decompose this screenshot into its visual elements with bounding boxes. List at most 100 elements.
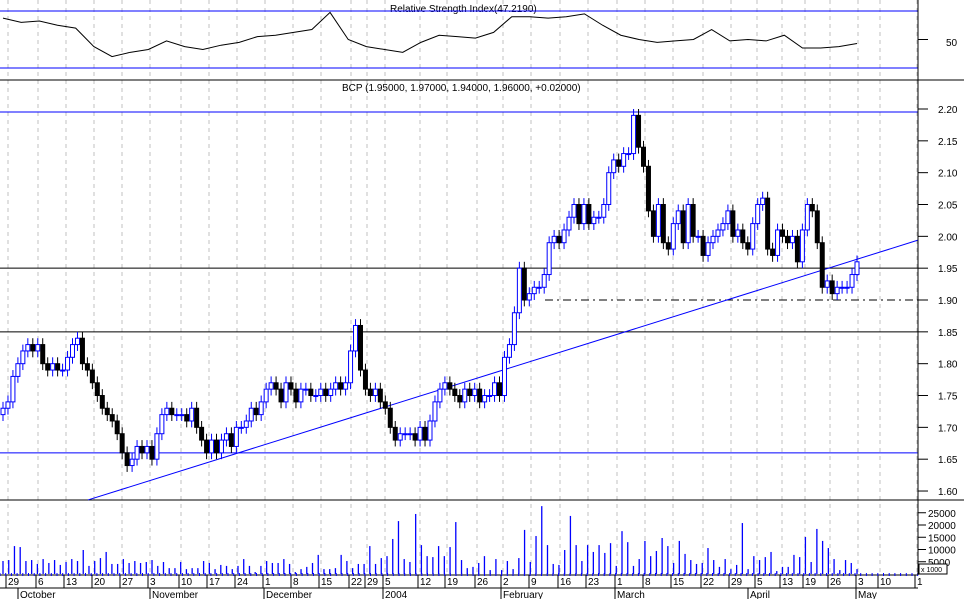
candle	[427, 414, 433, 447]
candle	[79, 331, 85, 371]
candle-body	[377, 388, 383, 403]
candle-body	[199, 426, 205, 441]
candle-body	[84, 363, 90, 371]
candle-body	[452, 388, 458, 397]
day-label: 1	[265, 577, 271, 588]
candle-body	[25, 344, 31, 352]
price-tick-label: 1.60	[938, 487, 958, 498]
candle	[357, 319, 363, 377]
candle-body	[353, 324, 359, 352]
candle-body	[402, 433, 408, 436]
candle-body	[685, 204, 691, 244]
candle	[377, 382, 383, 409]
candle	[298, 382, 304, 409]
candle-body	[655, 204, 661, 237]
price-tick-label: 2.05	[938, 201, 958, 212]
candle-body	[233, 426, 239, 447]
candle-body	[209, 439, 215, 454]
candle-body	[144, 445, 150, 454]
candle-body	[720, 223, 726, 231]
x-axis: 29 6 13 20 27 3 10 17 24 1 8 15 22 29 5 12 19 26 2 9 16 23 1 8 1…	[0, 573, 923, 599]
candle-body	[765, 197, 771, 250]
month-label: May	[858, 590, 877, 599]
candle	[477, 382, 483, 409]
candle-body	[392, 426, 398, 441]
day-label: 9	[531, 577, 537, 588]
candle	[323, 382, 329, 402]
candle	[695, 229, 701, 243]
candle-body	[477, 388, 483, 403]
candle-body	[40, 344, 46, 365]
candle	[765, 191, 771, 256]
candle-body	[447, 382, 453, 390]
candle-body	[591, 216, 597, 225]
candle-body	[293, 388, 299, 403]
month-label: October	[20, 590, 56, 599]
candle	[497, 376, 503, 402]
candle-body	[0, 407, 6, 416]
candle	[328, 382, 334, 402]
candle	[546, 236, 552, 281]
candle-body	[715, 229, 721, 237]
candle	[40, 338, 46, 371]
candle	[174, 408, 180, 421]
candle	[621, 147, 627, 173]
candle	[551, 229, 557, 250]
rsi-line	[2, 11, 858, 58]
candle	[660, 198, 666, 250]
candle	[685, 198, 691, 250]
candle-body	[218, 439, 224, 454]
candle	[596, 210, 602, 224]
candle-body	[308, 388, 314, 397]
candle-body	[343, 382, 349, 390]
day-label: 15	[673, 577, 685, 588]
candle-body	[238, 426, 244, 429]
candle	[199, 420, 205, 447]
candle-body	[65, 356, 71, 371]
candle	[645, 159, 651, 218]
candle-body	[780, 229, 786, 237]
candle-body	[501, 356, 507, 397]
candle-body	[536, 286, 542, 289]
candle-body	[114, 420, 120, 435]
volume-tick-label: 25000	[928, 509, 956, 520]
candle	[804, 198, 810, 237]
candle-body	[60, 369, 66, 372]
candle	[422, 420, 428, 447]
candle-body	[149, 445, 155, 460]
day-label: 13	[782, 577, 794, 588]
day-label: 12	[420, 577, 432, 588]
price-title: BCP (1.95000, 1.97000, 1.94000, 1.96000,…	[342, 83, 581, 94]
candle-body	[348, 350, 354, 384]
candle-body	[417, 426, 423, 441]
candle	[204, 433, 210, 460]
candle-body	[784, 235, 790, 244]
candle	[725, 204, 731, 230]
candle-body	[690, 204, 696, 237]
candle	[606, 166, 612, 211]
candle-body	[472, 388, 478, 397]
candle-body	[799, 229, 805, 263]
candle	[849, 268, 855, 294]
candle	[303, 382, 309, 396]
y-axis: 2.20 2.15 2.10 2.05 2.00 1.95 1.90 1.85 1.80 1.75…	[917, 0, 958, 575]
candle	[209, 433, 215, 460]
month-label: December	[266, 590, 313, 599]
candle-body	[611, 159, 617, 174]
candle-body	[566, 216, 572, 231]
month-label: November	[152, 590, 199, 599]
candle	[740, 223, 746, 250]
price-tick-label: 1.65	[938, 455, 958, 466]
day-label: 22	[351, 577, 363, 588]
candle-body	[79, 337, 85, 365]
candle	[775, 223, 781, 262]
candle-body	[541, 274, 547, 288]
candle	[184, 408, 190, 428]
candle-body	[214, 439, 219, 454]
candle-body	[804, 204, 810, 231]
candle-body	[516, 267, 522, 314]
price-tick-label: 1.95	[938, 264, 958, 275]
candle	[25, 338, 31, 358]
candle-body	[139, 445, 145, 454]
day-label: 3	[150, 577, 156, 588]
